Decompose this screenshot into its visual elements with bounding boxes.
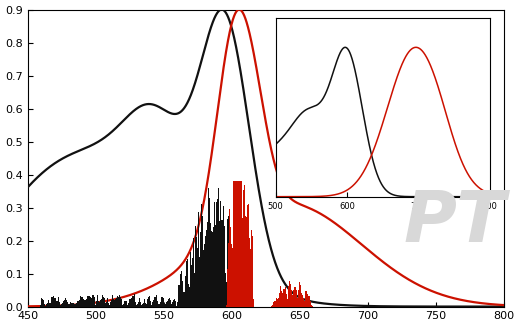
Text: PT: PT: [404, 188, 506, 257]
